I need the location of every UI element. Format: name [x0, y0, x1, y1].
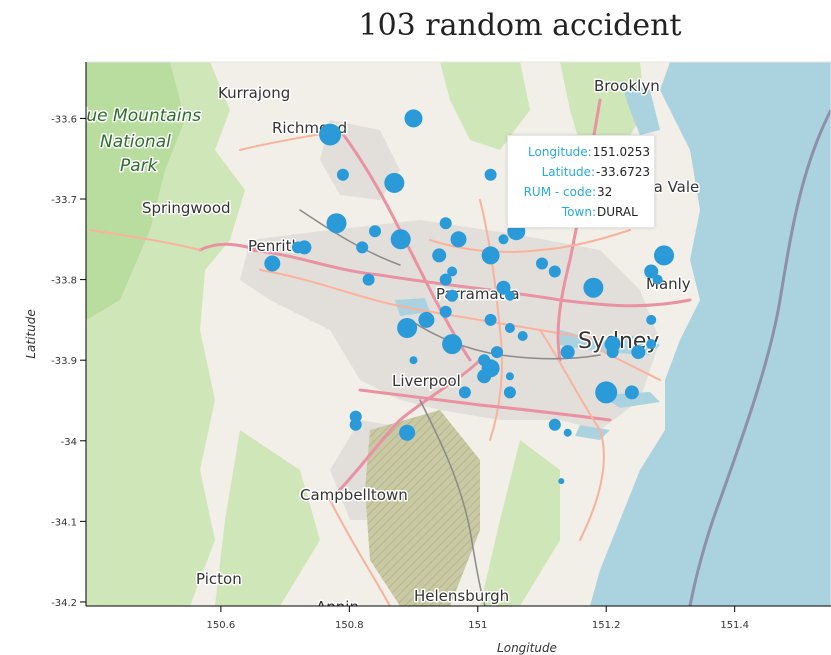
data-point[interactable] — [397, 318, 418, 338]
x-tick-label: 150.8 — [335, 620, 364, 631]
data-point[interactable] — [439, 305, 452, 318]
data-point[interactable] — [504, 290, 515, 301]
y-tick-label: -34.2 — [51, 598, 77, 609]
data-point[interactable] — [560, 345, 575, 360]
tooltip-value: DURAL — [597, 205, 638, 219]
data-point[interactable] — [418, 311, 435, 328]
data-point[interactable] — [326, 213, 347, 234]
data-point[interactable] — [536, 257, 548, 270]
data-point[interactable] — [484, 168, 497, 181]
y-tick-label: -33.9 — [51, 356, 77, 367]
data-point[interactable] — [517, 331, 528, 341]
place-label: Appin — [316, 598, 359, 616]
place-label: National — [100, 132, 171, 152]
data-point[interactable] — [548, 265, 561, 278]
y-tick-label: -33.8 — [51, 276, 77, 287]
tooltip-row-latitude: Latitude: -33.6723 — [512, 162, 650, 182]
tooltip-key: Longitude: — [528, 145, 592, 159]
data-point[interactable] — [583, 277, 604, 298]
data-point[interactable] — [404, 109, 423, 128]
place-label: Campbelltown — [300, 486, 408, 504]
data-point[interactable] — [481, 246, 500, 265]
chart-title: 103 random accident — [358, 8, 682, 43]
data-point[interactable] — [432, 248, 447, 263]
place-label: Picton — [196, 570, 242, 588]
data-points — [264, 109, 674, 485]
data-point[interactable] — [442, 334, 463, 355]
data-point[interactable] — [409, 356, 418, 365]
data-point[interactable] — [458, 386, 471, 399]
data-point[interactable] — [491, 346, 503, 359]
data-point[interactable] — [450, 231, 467, 248]
hover-tooltip: Longitude: 151.0253 Latitude: -33.6723 R… — [507, 135, 655, 228]
y-tick-label: -33.7 — [51, 195, 77, 206]
y-axis-ticks: -33.6 -33.7 -33.8 -33.9 -34 -34.1 -34.2 — [51, 114, 86, 609]
data-point[interactable] — [356, 241, 369, 254]
y-tick-label: -34 — [61, 437, 77, 448]
data-point[interactable] — [563, 428, 572, 437]
data-point[interactable] — [606, 346, 619, 359]
data-point[interactable] — [399, 424, 416, 441]
data-point[interactable] — [349, 418, 362, 431]
basemap-labels: Kurrajong Brooklyn Richmond Blue Mountai… — [70, 76, 701, 616]
data-point[interactable] — [439, 217, 452, 230]
data-point[interactable] — [369, 225, 381, 238]
data-point[interactable] — [654, 245, 674, 266]
x-tick-label: 151 — [468, 620, 487, 631]
data-point[interactable] — [646, 314, 657, 325]
data-point[interactable] — [631, 345, 646, 360]
data-point[interactable] — [504, 323, 515, 333]
data-point[interactable] — [503, 386, 516, 399]
tooltip-key: Latitude: — [541, 165, 596, 179]
tooltip-value: 151.0253 — [592, 145, 650, 159]
tooltip-row-town: Town: DURAL — [512, 202, 650, 222]
data-point[interactable] — [624, 385, 639, 400]
place-label: Liverpool — [392, 372, 461, 390]
data-point[interactable] — [484, 313, 497, 326]
place-label: Helensburgh — [414, 587, 509, 605]
data-point[interactable] — [498, 234, 509, 245]
x-tick-label: 150.6 — [207, 620, 236, 631]
data-point[interactable] — [439, 273, 452, 286]
x-axis-ticks: 150.6 150.8 151 151.2 151.4 — [207, 606, 749, 631]
data-point[interactable] — [362, 273, 375, 286]
y-tick-label: -34.1 — [51, 517, 77, 528]
data-point[interactable] — [291, 241, 304, 254]
data-point[interactable] — [548, 418, 561, 431]
x-tick-label: 151.4 — [720, 620, 749, 631]
place-label: Springwood — [142, 199, 231, 217]
data-point[interactable] — [558, 478, 565, 485]
data-point[interactable] — [505, 372, 514, 381]
x-tick-label: 151.2 — [592, 620, 621, 631]
data-point[interactable] — [319, 123, 342, 146]
tooltip-row-rum-code: RUM - code: 32 — [512, 182, 650, 202]
data-point[interactable] — [646, 339, 657, 350]
data-point[interactable] — [496, 280, 511, 295]
data-point[interactable] — [446, 289, 459, 302]
data-point[interactable] — [390, 229, 411, 250]
y-tick-label: -33.6 — [51, 114, 77, 125]
data-point[interactable] — [595, 381, 618, 404]
data-point[interactable] — [477, 369, 492, 384]
data-point[interactable] — [336, 168, 349, 181]
place-label: Penrith — [248, 237, 301, 255]
place-label: Park — [120, 156, 159, 176]
data-point[interactable] — [264, 255, 281, 272]
data-point[interactable] — [652, 274, 663, 285]
place-label: Kurrajong — [218, 84, 290, 102]
y-axis-label: Latitude — [24, 309, 38, 358]
tooltip-key: Town: — [561, 205, 596, 219]
data-point[interactable] — [447, 266, 458, 277]
data-point[interactable] — [644, 264, 659, 279]
place-label: Blue Mountains — [70, 106, 201, 126]
tooltip-value: -33.6723 — [596, 165, 650, 179]
tooltip-key: RUM - code: — [523, 185, 596, 199]
x-axis-label: Longitude — [497, 641, 557, 655]
place-label: Brooklyn — [594, 77, 660, 95]
tooltip-row-longitude: Longitude: 151.0253 — [512, 142, 650, 162]
tooltip-value: 32 — [597, 185, 613, 199]
data-point[interactable] — [384, 172, 405, 193]
